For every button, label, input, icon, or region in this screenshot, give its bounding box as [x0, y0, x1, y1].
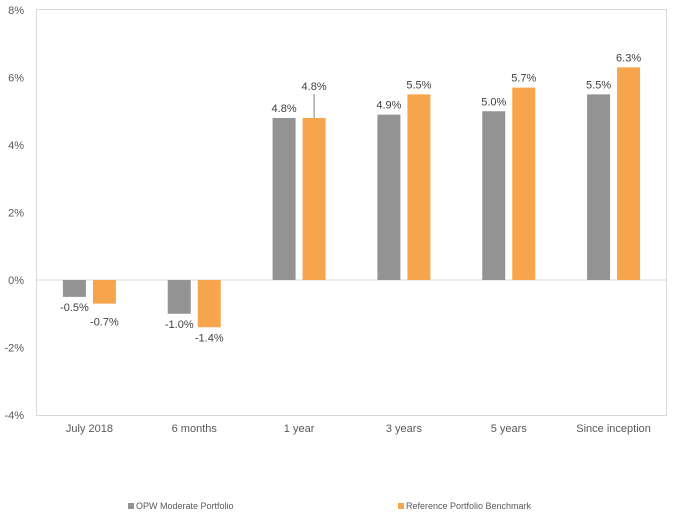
bar-opw [587, 94, 611, 280]
data-label: 4.9% [376, 100, 401, 112]
x-tick-label: 1 year [284, 423, 315, 435]
bar-opw [167, 280, 191, 314]
data-label: 5.5% [586, 79, 611, 91]
legend-swatch [128, 503, 134, 509]
data-label: 5.5% [406, 79, 431, 91]
data-label: 6.3% [616, 52, 641, 64]
y-tick-label: 2% [8, 208, 24, 220]
y-axis-ticks: -4% -2% 0% 2% 4% 6% 8% [4, 5, 24, 422]
data-labels: -0.5%-0.7% -1.0%-1.4% 4.8% 4.8% 4.9% 5.5% 5.0%… [60, 52, 641, 344]
bar-benchmark [407, 94, 431, 280]
data-label: -0.7% [90, 317, 119, 329]
legend-label: Reference Portfolio Benchmark [406, 501, 532, 511]
bar-benchmark [512, 87, 536, 280]
x-tick-label: 3 years [386, 423, 423, 435]
y-tick-label: -2% [4, 343, 24, 355]
y-tick-label: 4% [8, 140, 24, 152]
bar-opw [482, 111, 506, 280]
data-label: -0.5% [60, 302, 89, 314]
plot-frame [36, 9, 667, 416]
y-tick-label: 8% [8, 5, 24, 17]
bar-opw [272, 118, 296, 280]
bar-benchmark [302, 118, 326, 280]
legend-label: OPW Moderate Portfolio [136, 501, 234, 511]
y-tick-label: -4% [4, 410, 24, 422]
data-label: -1.0% [165, 319, 194, 331]
y-tick-label: 6% [8, 73, 24, 85]
data-label: 5.7% [511, 73, 536, 85]
bar-opw [62, 280, 86, 297]
legend: OPW Moderate Portfolio Reference Portfoli… [128, 501, 532, 511]
bar-opw [377, 114, 401, 280]
x-tick-label: July 2018 [66, 423, 113, 435]
bars [62, 67, 641, 328]
legend-swatch [398, 503, 404, 509]
data-label: 5.0% [481, 96, 506, 108]
y-tick-label: 0% [8, 275, 24, 287]
data-label: 4.8% [272, 103, 297, 115]
x-tick-label: Since inception [576, 423, 651, 435]
data-label: 4.8% [302, 81, 327, 93]
x-axis-ticks: July 2018 6 months 1 year 3 years 5 years Sin… [66, 423, 651, 435]
data-label: -1.4% [195, 332, 224, 344]
bar-benchmark [617, 67, 641, 280]
bar-benchmark [197, 280, 221, 328]
x-tick-label: 5 years [491, 423, 528, 435]
bar-benchmark [92, 280, 116, 304]
x-tick-label: 6 months [172, 423, 218, 435]
